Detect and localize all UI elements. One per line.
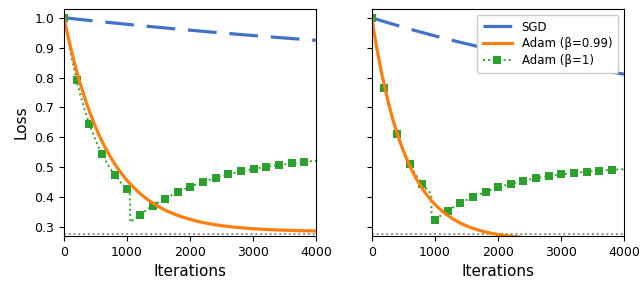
Legend: SGD, Adam (β=0.99), Adam (β=1): SGD, Adam (β=0.99), Adam (β=1): [477, 15, 618, 73]
X-axis label: Iterations: Iterations: [461, 264, 534, 279]
Y-axis label: Loss: Loss: [13, 105, 29, 139]
X-axis label: Iterations: Iterations: [154, 264, 227, 279]
